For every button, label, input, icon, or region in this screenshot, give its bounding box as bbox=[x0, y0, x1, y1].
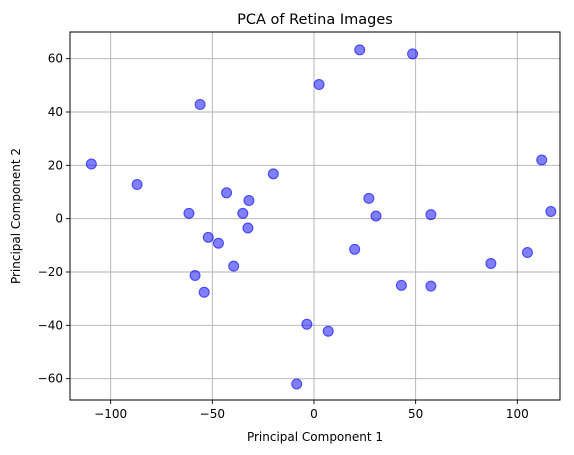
x-tick-label: −100 bbox=[94, 407, 127, 421]
data-point bbox=[291, 378, 303, 390]
grid-lines bbox=[70, 32, 560, 400]
y-tick-label: −20 bbox=[38, 265, 63, 279]
data-point bbox=[237, 207, 249, 219]
data-point bbox=[425, 280, 437, 292]
y-tick-label: −60 bbox=[38, 372, 63, 386]
x-tick-label: −50 bbox=[200, 407, 225, 421]
chart-title: PCA of Retina Images bbox=[237, 12, 393, 28]
x-axis-ticks: −100 −50 0 50 100 bbox=[94, 400, 529, 421]
data-point bbox=[301, 318, 313, 330]
data-point bbox=[228, 260, 240, 272]
data-point bbox=[183, 207, 195, 219]
data-point bbox=[189, 269, 201, 281]
data-point bbox=[198, 286, 210, 298]
data-point bbox=[242, 222, 254, 234]
data-point bbox=[395, 279, 407, 291]
data-point bbox=[131, 179, 143, 191]
data-points bbox=[85, 44, 557, 390]
data-point bbox=[521, 247, 533, 259]
y-axis-label: Principal Component 2 bbox=[9, 148, 23, 284]
x-tick-label: 50 bbox=[408, 407, 423, 421]
data-point bbox=[349, 243, 361, 255]
x-tick-label: 100 bbox=[506, 407, 529, 421]
data-point bbox=[545, 205, 557, 217]
x-tick-label: 0 bbox=[310, 407, 318, 421]
data-point bbox=[485, 257, 497, 269]
data-point bbox=[221, 187, 233, 199]
y-tick-label: −40 bbox=[38, 318, 63, 332]
data-point bbox=[194, 99, 206, 111]
data-point bbox=[536, 154, 548, 166]
y-tick-label: 40 bbox=[48, 105, 63, 119]
plot-frame bbox=[69, 31, 561, 401]
y-tick-label: 0 bbox=[55, 212, 63, 226]
data-point bbox=[85, 158, 97, 170]
data-point bbox=[354, 44, 366, 56]
data-point bbox=[370, 210, 382, 222]
data-point bbox=[212, 237, 224, 249]
y-tick-label: 20 bbox=[48, 158, 63, 172]
data-point bbox=[407, 48, 419, 60]
data-point bbox=[425, 209, 437, 221]
data-point bbox=[202, 231, 214, 243]
x-axis-label: Principal Component 1 bbox=[247, 430, 383, 444]
y-axis-ticks: −60 −40 −20 0 20 40 60 bbox=[38, 52, 70, 386]
data-point bbox=[267, 168, 279, 180]
y-tick-label: 60 bbox=[48, 52, 63, 66]
data-point bbox=[363, 192, 375, 204]
data-point bbox=[313, 79, 325, 91]
data-point bbox=[243, 195, 255, 207]
data-point bbox=[322, 325, 334, 337]
